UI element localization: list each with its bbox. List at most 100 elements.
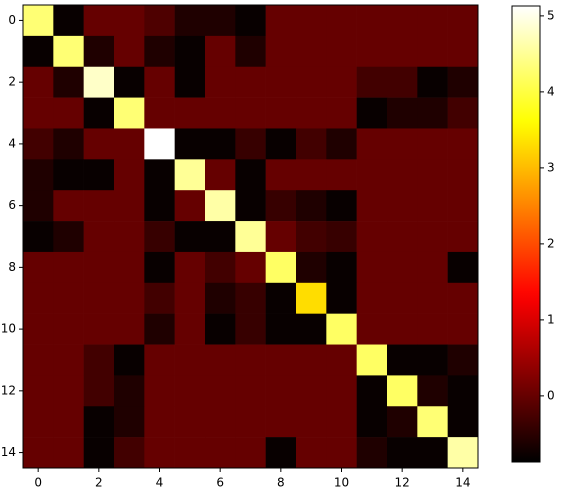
heatmap-cell — [265, 190, 297, 222]
heatmap-cell — [174, 128, 206, 160]
heatmap-cell — [114, 313, 145, 345]
heatmap-cell — [174, 375, 206, 407]
heatmap-cell — [83, 190, 115, 222]
heatmap-cell — [296, 5, 327, 37]
heatmap-cell — [417, 282, 448, 314]
heatmap-cell — [356, 375, 388, 407]
heatmap-cell — [387, 35, 418, 68]
heatmap-cell — [83, 35, 115, 68]
heatmap-cell — [265, 66, 297, 98]
heatmap-cell — [356, 437, 388, 469]
heatmap-cell — [447, 251, 479, 284]
heatmap-cell — [356, 251, 388, 284]
heatmap-cell — [174, 406, 206, 438]
heatmap-cell — [144, 251, 175, 284]
colorbar-tick-label: 2 — [547, 236, 555, 250]
heatmap-cell — [23, 97, 54, 129]
heatmap-cell — [296, 66, 327, 98]
colorbar-tick-label: 1 — [547, 312, 555, 326]
x-tick-label: 2 — [95, 476, 103, 490]
heatmap-cell — [296, 251, 327, 284]
heatmap-cell — [417, 406, 448, 438]
heatmap-cell — [387, 66, 418, 98]
heatmap-cell — [23, 5, 54, 37]
heatmap-cell — [326, 159, 357, 191]
heatmap-cell — [326, 282, 357, 314]
heatmap-cell — [205, 344, 236, 376]
heatmap-cell — [114, 437, 145, 469]
heatmap-cell — [417, 159, 448, 191]
heatmap-cell — [417, 35, 448, 68]
heatmap-cell — [326, 375, 357, 407]
heatmap-cell — [326, 66, 357, 98]
x-tick-label: 6 — [216, 476, 224, 490]
heatmap-cell — [174, 437, 206, 469]
heatmap-cell — [326, 313, 357, 345]
heatmap-cell — [174, 221, 206, 253]
heatmap-cell — [205, 128, 236, 160]
heatmap-cell — [417, 66, 448, 98]
heatmap-cell — [23, 282, 54, 314]
heatmap-cell — [23, 251, 54, 284]
heatmap-cell — [23, 190, 54, 222]
heatmap-cell — [53, 66, 84, 98]
heatmap-cell — [83, 313, 115, 345]
heatmap-cell — [83, 128, 115, 160]
heatmap-cell — [114, 344, 145, 376]
heatmap-cell — [83, 251, 115, 284]
heatmap-cell — [387, 159, 418, 191]
y-tick-label: 6 — [8, 198, 16, 212]
heatmap-cell — [53, 313, 84, 345]
heatmap-cell — [144, 406, 175, 438]
heatmap-cell — [174, 159, 206, 191]
heatmap-cell — [447, 221, 479, 253]
x-tick-label: 4 — [156, 476, 164, 490]
heatmap-cell — [23, 375, 54, 407]
heatmap-cell — [53, 190, 84, 222]
heatmap-cell — [144, 221, 175, 253]
plot-frame — [22, 4, 479, 469]
heatmap-cell — [205, 375, 236, 407]
heatmap-cell — [356, 190, 388, 222]
heatmap-cell — [417, 344, 448, 376]
heatmap-cell — [205, 437, 236, 469]
heatmap-cell — [417, 5, 448, 37]
heatmap-cell — [326, 344, 357, 376]
colorbar-tick-label: 0 — [547, 388, 555, 402]
y-tick-label: 2 — [8, 75, 16, 89]
y-tick-label: 10 — [1, 322, 16, 336]
heatmap-cell — [265, 35, 297, 68]
heatmap-cell — [265, 128, 297, 160]
heatmap-cell — [53, 221, 84, 253]
heatmap-cell — [144, 159, 175, 191]
heatmap-cell — [296, 313, 327, 345]
heatmap-cell — [205, 5, 236, 37]
heatmap-cell — [205, 313, 236, 345]
heatmap-cell — [326, 221, 357, 253]
heatmap-cell — [447, 282, 479, 314]
heatmap-cell — [144, 97, 175, 129]
heatmap-cell — [447, 97, 479, 129]
heatmap-cell — [205, 190, 236, 222]
colorbar-tick-label: 3 — [547, 160, 555, 174]
heatmap-cell — [265, 221, 297, 253]
heatmap-cell — [265, 437, 297, 469]
heatmap-cell — [144, 5, 175, 37]
heatmap-cell — [53, 282, 84, 314]
heatmap-cell — [296, 437, 327, 469]
heatmap-cell — [83, 437, 115, 469]
heatmap-cell — [326, 406, 357, 438]
heatmap-cell — [447, 5, 479, 37]
x-tick-label: 8 — [277, 476, 285, 490]
heatmap-cell — [447, 66, 479, 98]
heatmap-cell — [296, 221, 327, 253]
colorbar-tick-label: 5 — [547, 8, 555, 22]
heatmap-cell — [83, 282, 115, 314]
heatmap-cell — [114, 5, 145, 37]
heatmap-cell — [114, 66, 145, 98]
heatmap-cell — [447, 313, 479, 345]
heatmap-cell — [387, 313, 418, 345]
heatmap-cell — [296, 190, 327, 222]
heatmap-cell — [235, 5, 266, 37]
heatmap-cell — [417, 97, 448, 129]
